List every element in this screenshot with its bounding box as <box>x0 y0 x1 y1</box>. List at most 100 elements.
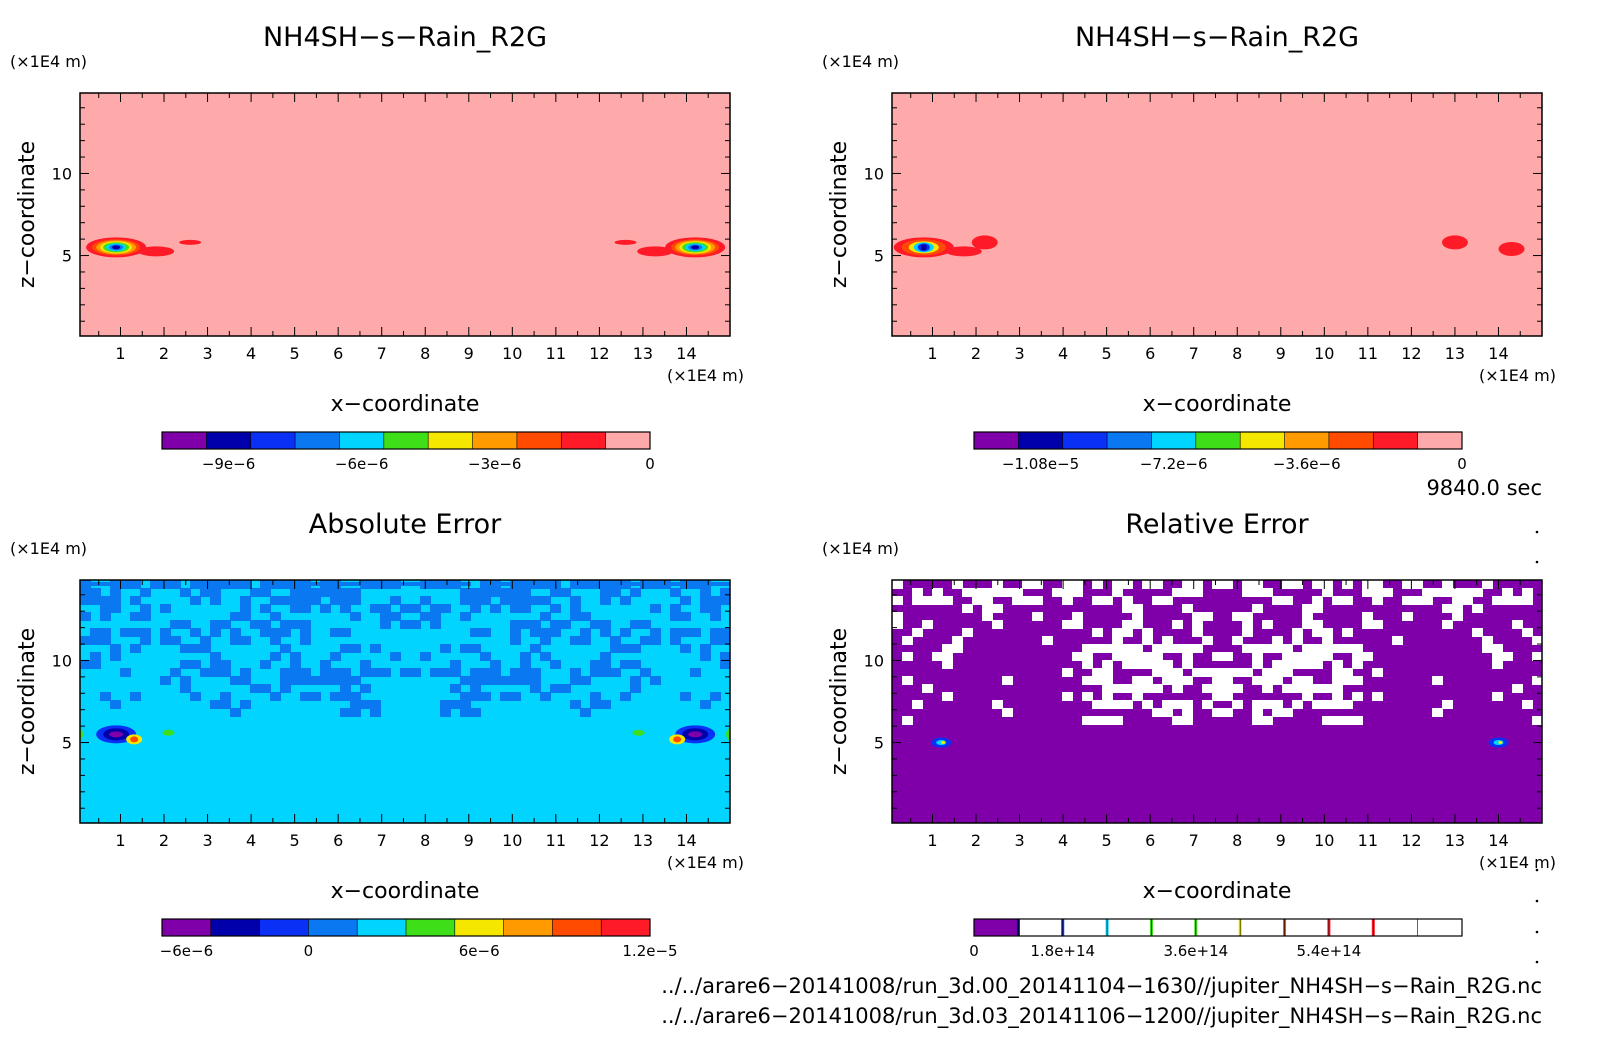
contour-cell <box>300 628 311 637</box>
contour-cell <box>520 588 531 597</box>
x-axis-label: x−coordinate <box>1143 879 1292 904</box>
white-patch <box>1242 588 1253 597</box>
white-patch <box>1372 596 1383 605</box>
contour-cell <box>90 596 101 605</box>
white-patch <box>1172 668 1183 677</box>
contour-level <box>1498 241 1525 256</box>
white-patch <box>1172 716 1183 725</box>
white-patch <box>1232 636 1243 645</box>
white-patch <box>1242 644 1253 653</box>
colorbar-swatch <box>1328 432 1374 449</box>
x-tick-label: 8 <box>1232 831 1242 850</box>
contour-cell <box>240 612 251 621</box>
contour-cell <box>340 684 351 693</box>
x-tick-label: 7 <box>377 831 387 850</box>
colorbar-label: 0 <box>969 942 979 960</box>
contour-cell <box>500 588 511 597</box>
white-patch <box>1012 588 1023 597</box>
white-patch <box>1062 596 1073 605</box>
white-patch <box>1212 652 1223 661</box>
white-patch <box>1332 668 1343 677</box>
white-patch <box>1402 580 1413 589</box>
white-patch <box>1122 580 1133 589</box>
white-patch <box>1342 700 1353 709</box>
white-patch <box>1182 700 1193 709</box>
white-patch <box>1332 716 1343 725</box>
white-patch <box>1132 604 1143 613</box>
contour-cell <box>600 700 611 709</box>
white-patch <box>912 596 923 605</box>
white-patch <box>1142 660 1153 669</box>
white-patch <box>1152 596 1163 605</box>
contour-cell <box>370 708 381 717</box>
white-patch <box>1432 708 1443 717</box>
contour-cell <box>520 676 531 685</box>
colorbar-swatch <box>1284 432 1330 449</box>
contour-cell <box>200 668 211 677</box>
x-unit-label: (×1E4 m) <box>1479 853 1556 872</box>
white-patch <box>1122 620 1133 629</box>
contour-cell <box>350 692 361 701</box>
white-patch <box>902 652 913 661</box>
white-patch <box>1322 652 1333 661</box>
white-patch <box>1452 612 1463 621</box>
panel-1: 1 2 3 4 5 6 7 8 9 10 11 12 13 14510NH4SH−s−Rain_R2G(×… <box>10 22 744 473</box>
white-patch <box>1112 636 1123 645</box>
contour-cell <box>650 604 661 613</box>
contour-cell <box>610 636 621 645</box>
contour-level <box>109 731 124 738</box>
x-tick-label: 10 <box>1314 831 1334 850</box>
white-patch <box>1102 668 1113 677</box>
contour-cell <box>460 692 471 701</box>
white-patch <box>1242 580 1253 589</box>
colorbar-label: 3.6e+14 <box>1163 942 1228 960</box>
plot-field <box>892 93 1542 336</box>
x-tick-label: 12 <box>589 344 609 363</box>
contour-cell <box>460 588 471 597</box>
contour-cell <box>460 612 471 621</box>
x-tick-label: 10 <box>502 344 522 363</box>
contour-cell <box>480 668 491 677</box>
white-patch <box>1102 596 1113 605</box>
contour-cell <box>290 660 301 669</box>
white-patch <box>992 620 1003 629</box>
white-patch <box>1092 580 1103 589</box>
contour-cell <box>430 580 441 589</box>
contour-cell <box>220 700 231 709</box>
contour-cell <box>220 668 231 677</box>
contour-cell <box>440 644 451 653</box>
white-patch <box>1192 644 1203 653</box>
contour-cell <box>440 582 451 586</box>
white-patch <box>1512 596 1523 605</box>
contour-cell <box>370 604 381 613</box>
contour-cell <box>610 580 621 589</box>
contour-cell <box>340 676 351 685</box>
white-patch <box>1452 596 1463 605</box>
x-tick-label: 3 <box>202 344 212 363</box>
contour-cell <box>260 660 271 669</box>
white-patch <box>1152 684 1163 693</box>
white-patch <box>1092 676 1103 685</box>
white-patch <box>1362 620 1373 629</box>
y-axis-label: z−coordinate <box>827 628 852 775</box>
contour-level <box>179 239 202 245</box>
contour-cell <box>510 636 521 645</box>
contour-level <box>691 245 700 250</box>
colorbar-swatch <box>601 919 651 936</box>
white-patch <box>1272 596 1283 605</box>
white-patch <box>1212 708 1223 717</box>
contour-cell <box>440 668 451 677</box>
contour-cell <box>380 620 391 629</box>
contour-cell <box>670 588 681 597</box>
contour-level <box>673 736 682 743</box>
panel-2: 1 2 3 4 5 6 7 8 9 10 11 12 13 14510NH4SH−s−Rain_R2G(×… <box>822 22 1556 473</box>
white-patch <box>1412 580 1423 589</box>
contour-cell <box>650 628 661 637</box>
white-patch <box>1312 652 1323 661</box>
contour-cell <box>340 668 351 677</box>
contour-cell <box>370 700 381 709</box>
contour-cell <box>600 628 611 637</box>
white-patch <box>992 604 1003 613</box>
contour-cell <box>210 582 221 586</box>
x-axis-label: x−coordinate <box>1143 392 1292 417</box>
